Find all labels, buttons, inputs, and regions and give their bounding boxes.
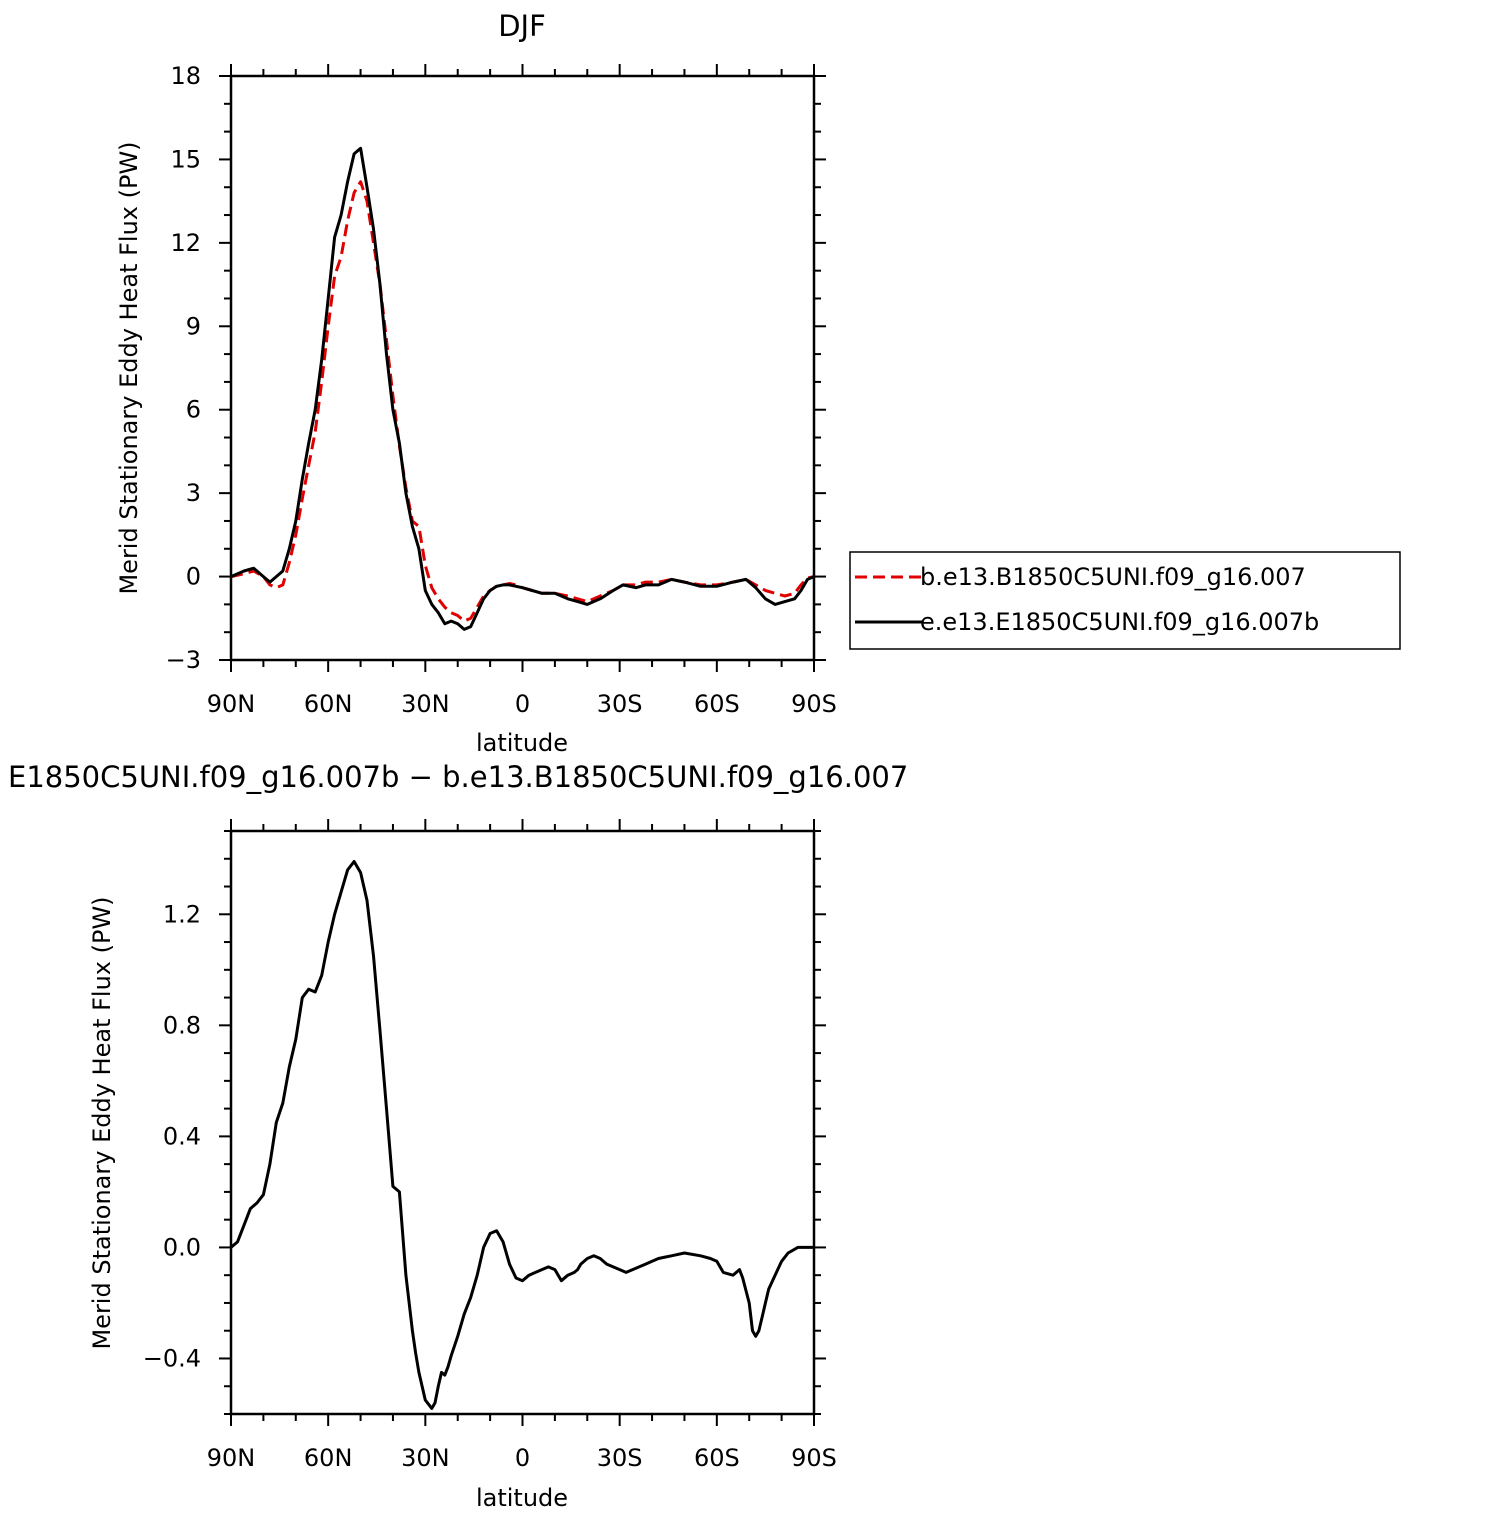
y-tick-label: 1.2 bbox=[163, 900, 201, 928]
x-tick-label: 90S bbox=[791, 690, 837, 718]
y-tick-label: −0.4 bbox=[143, 1344, 201, 1372]
series-line-2 bbox=[230, 146, 815, 631]
difference-panel: E1850C5UNI.f09_g16.007b − b.e13.B1850C5U… bbox=[8, 760, 908, 1512]
plot-frame bbox=[229, 829, 816, 1416]
legend-box bbox=[849, 551, 1401, 650]
series-line-1 bbox=[230, 180, 815, 623]
x-tick-label: 60S bbox=[694, 690, 740, 718]
legend-label-series-2: e.e13.E1850C5UNI.f09_g16.007b bbox=[920, 608, 1319, 636]
y-tick-label: 15 bbox=[170, 145, 201, 173]
legend: b.e13.B1850C5UNI.f09_g16.007 e.e13.E1850… bbox=[849, 551, 1401, 650]
x-tick-label: 60N bbox=[304, 690, 353, 718]
x-tick-label: 60S bbox=[694, 1444, 740, 1472]
series-line-1 bbox=[230, 860, 814, 1410]
djf-panel: DJF 90N 60N 30N 0 30S 60S 90S −3 0 3 6 9 12 15 18 lati… bbox=[115, 9, 837, 757]
y-tick-label: −3 bbox=[166, 646, 201, 674]
plot-frame bbox=[229, 74, 816, 662]
y-tick-label: 3 bbox=[186, 479, 201, 507]
plot-area: 90N 60N 30N 0 30S 60S 90S −3 0 3 6 9 12 15 18 bbox=[166, 62, 837, 718]
plot-area: 90N 60N 30N 0 30S 60S 90S −0.4 0.0 0.4 0.8 1.2 bbox=[143, 819, 837, 1472]
y-tick-label: 0 bbox=[186, 563, 201, 591]
y-tick-label: 18 bbox=[170, 62, 201, 90]
x-tick-label: 30N bbox=[401, 1444, 450, 1472]
x-tick-label: 90S bbox=[791, 1444, 837, 1472]
y-tick-label: 12 bbox=[170, 229, 201, 257]
y-tick-label: 6 bbox=[186, 396, 201, 424]
x-tick-label: 90N bbox=[207, 690, 256, 718]
y-tick-label: 0.4 bbox=[163, 1122, 201, 1150]
x-axis-title: latitude bbox=[476, 729, 568, 757]
y-tick-label: 9 bbox=[186, 312, 201, 340]
y-axis-title: Merid Stationary Eddy Heat Flux (PW) bbox=[88, 896, 116, 1349]
legend-label-series-1: b.e13.B1850C5UNI.f09_g16.007 bbox=[920, 563, 1306, 591]
y-axis-title: Merid Stationary Eddy Heat Flux (PW) bbox=[115, 141, 143, 594]
x-tick-label: 30S bbox=[597, 1444, 643, 1472]
x-tick-label: 30S bbox=[597, 690, 643, 718]
y-tick-label: 0.8 bbox=[163, 1011, 201, 1039]
x-tick-label: 90N bbox=[207, 1444, 256, 1472]
x-tick-label: 30N bbox=[401, 690, 450, 718]
panel-title: E1850C5UNI.f09_g16.007b − b.e13.B1850C5U… bbox=[8, 760, 908, 794]
x-tick-label: 60N bbox=[304, 1444, 353, 1472]
panel-title: DJF bbox=[498, 9, 546, 43]
x-tick-label: 0 bbox=[515, 690, 530, 718]
x-axis-title: latitude bbox=[476, 1484, 568, 1512]
y-tick-label: 0.0 bbox=[163, 1233, 201, 1261]
x-tick-label: 0 bbox=[515, 1444, 530, 1472]
